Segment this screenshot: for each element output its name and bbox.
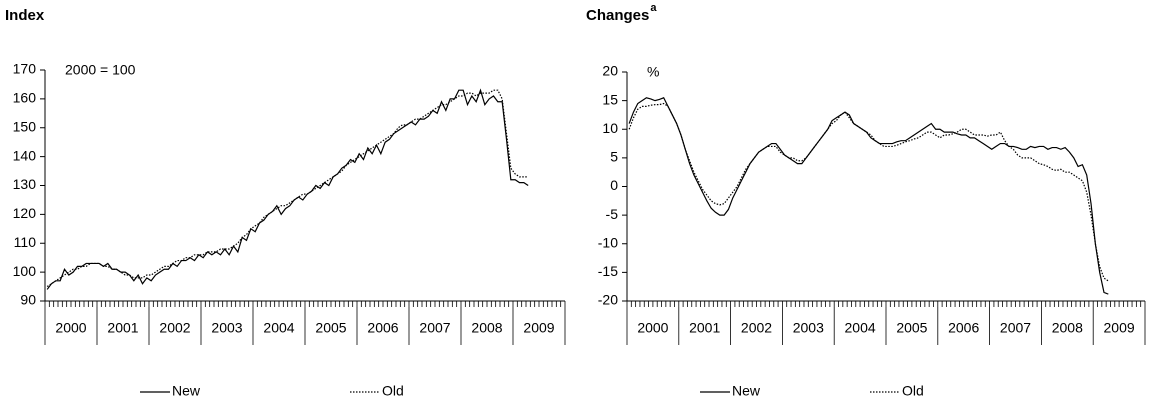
legend-label: Old — [382, 383, 404, 399]
y-tick-label: 5 — [610, 149, 618, 165]
y-tick-label: 90 — [20, 292, 36, 308]
annotation: % — [647, 64, 659, 80]
x-tick-label: 2009 — [523, 320, 554, 336]
x-tick-label: 2007 — [1000, 320, 1031, 336]
series-line — [46, 88, 529, 290]
y-tick-label: -10 — [598, 234, 618, 250]
series-line — [46, 89, 529, 288]
title-note: a — [650, 2, 657, 14]
x-tick-label: 2003 — [211, 320, 242, 336]
legend-label: Old — [902, 383, 924, 399]
x-tick-label: 2000 — [55, 320, 86, 336]
x-tick-label: 2006 — [948, 320, 979, 336]
x-tick-label: 2004 — [263, 320, 294, 336]
y-tick-label: -15 — [598, 263, 618, 279]
x-tick-label: 2003 — [793, 320, 824, 336]
y-tick-label: 110 — [14, 234, 37, 250]
y-tick-label: 140 — [13, 147, 37, 163]
y-tick-label: 100 — [13, 263, 37, 279]
y-tick-label: 130 — [13, 176, 37, 192]
y-tick-label: 160 — [13, 90, 37, 106]
y-tick-label: 150 — [13, 118, 37, 134]
x-tick-label: 2009 — [1104, 320, 1135, 336]
y-tick-label: -20 — [598, 292, 618, 308]
x-tick-label: 2004 — [845, 320, 876, 336]
chart-title: Index — [5, 7, 45, 24]
x-tick-label: 2007 — [419, 320, 450, 336]
x-tick-label: 2000 — [637, 320, 668, 336]
x-tick-label: 2005 — [896, 320, 927, 336]
y-tick-label: 15 — [602, 91, 618, 107]
x-tick-label: 2005 — [315, 320, 346, 336]
panel: Changes a -20 -15 -10 -5 0 5 10 15 20 % 2000 2001 2002… — [586, 2, 1146, 399]
y-tick-label: 170 — [13, 61, 37, 77]
y-tick-label: 0 — [610, 177, 618, 193]
series-line — [628, 102, 1109, 282]
y-tick-label: 10 — [602, 120, 618, 136]
x-tick-label: 2001 — [107, 320, 138, 336]
x-tick-label: 2006 — [367, 320, 398, 336]
x-tick-label: 2008 — [471, 320, 502, 336]
chart-title: Changes — [586, 7, 649, 24]
legend-label: New — [732, 383, 761, 399]
y-tick-label: 120 — [13, 205, 37, 221]
panel: Index 90 100 110 120 130 140 150 160 170 2000 = 10… — [5, 7, 566, 399]
legend-label: New — [172, 383, 201, 399]
x-tick-label: 2008 — [1052, 320, 1083, 336]
x-tick-label: 2002 — [159, 320, 190, 336]
x-tick-label: 2002 — [741, 320, 772, 336]
x-tick-label: 2001 — [689, 320, 720, 336]
annotation: 2000 = 100 — [65, 62, 136, 78]
y-tick-label: 20 — [602, 63, 618, 79]
series-line — [628, 96, 1109, 295]
y-tick-label: -5 — [606, 206, 619, 222]
